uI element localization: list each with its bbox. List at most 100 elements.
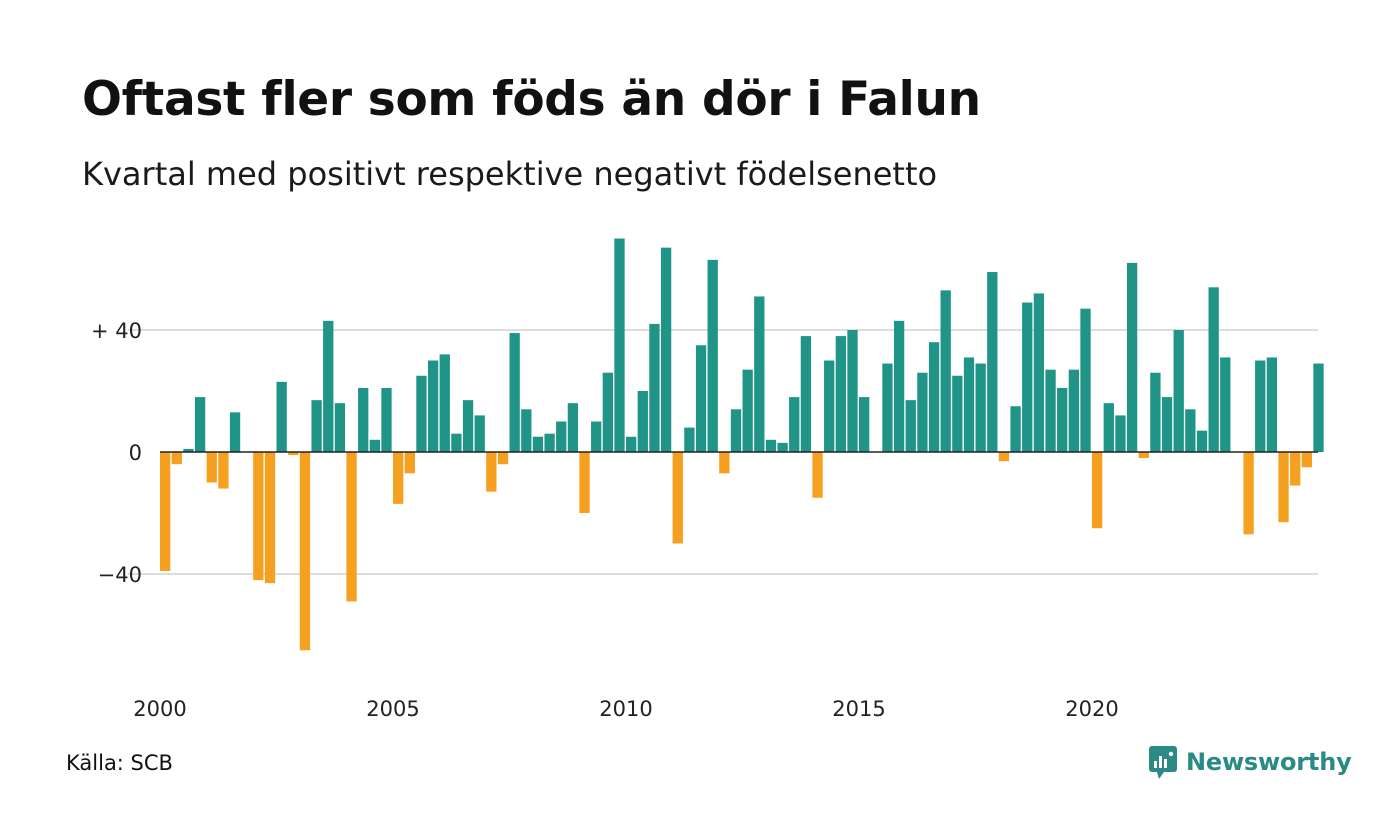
bar [928,342,940,452]
bar [1243,452,1254,535]
bar [218,452,229,489]
bar [171,452,182,465]
bar [381,387,392,452]
bar [789,397,800,452]
bar [742,369,753,452]
bar [532,436,544,452]
bar [1161,397,1173,452]
bar [719,452,730,474]
newsworthy-logo-icon [1149,746,1177,779]
bar [183,448,194,452]
chart-title: Oftast fler som föds än dör i Falun [82,72,981,127]
bar [544,433,555,452]
bar [940,290,951,452]
bar [684,427,695,452]
bar [1022,302,1033,452]
bar [660,247,672,452]
bar [1313,363,1324,452]
bar [917,372,928,452]
bar [1138,452,1149,459]
bar [987,272,998,452]
bar [253,452,264,581]
bar [812,452,823,498]
bar [1301,452,1312,468]
bar [591,421,602,452]
bar [882,363,893,452]
bar [1173,330,1184,452]
bar [346,452,357,602]
bar [1220,357,1231,452]
bar [439,354,450,452]
bar [1126,262,1138,452]
bar [451,433,462,452]
bar [847,330,858,452]
bar [427,360,439,452]
bar [229,412,241,452]
bar [800,336,812,452]
x-tick-label: 2020 [1065,697,1118,721]
bar [1115,415,1126,452]
bar [602,372,613,452]
bar [754,296,765,452]
x-tick-label: 2015 [832,697,885,721]
bar [695,345,707,452]
bar [626,436,637,452]
bar [160,452,171,571]
bar [952,375,963,452]
bar [264,452,276,584]
bar [777,442,788,452]
bar [672,452,683,544]
bar [1103,403,1114,452]
bar [637,391,648,452]
source-note: Källa: SCB [66,751,173,775]
x-tick-label: 2010 [599,697,652,721]
axes: + 40 0 −40 2000 2005 2010 2015 2020 [91,319,1318,721]
bar [323,320,334,452]
bar [1196,430,1208,452]
bar [416,375,427,452]
bar [1150,372,1161,452]
bar [299,452,311,651]
chart-subtitle: Kvartal med positivt respektive negativt… [82,155,938,193]
bar [288,452,299,456]
bar [975,363,986,452]
y-tick-label: 0 [129,441,142,465]
bar [521,409,532,452]
bar [614,238,625,452]
bar [1290,452,1301,486]
bar [859,397,870,452]
bar [835,336,846,452]
bar [707,259,718,452]
bar [1255,360,1266,452]
bar [404,452,415,474]
bar [730,409,742,452]
bars [160,238,1324,651]
bar [1010,406,1021,452]
brand-name: Newsworthy [1186,748,1352,776]
x-tick-label: 2000 [133,697,186,721]
bar [369,439,380,452]
bar [1092,452,1103,529]
y-tick-label: + 40 [91,319,142,343]
bar [474,415,485,452]
bar [824,360,835,452]
bar [194,397,206,452]
bar [509,333,520,452]
bar [765,439,777,452]
bar [334,403,346,452]
bar [998,452,1010,462]
bar [1033,293,1045,452]
bar [1185,409,1196,452]
bar [1266,357,1278,452]
bar [579,452,590,513]
bar [905,400,916,452]
bar [311,400,322,452]
bar [567,403,579,452]
brand-logo: Newsworthy [1148,742,1352,782]
bar [393,452,404,504]
bar [486,452,497,492]
bar [649,323,660,452]
y-tick-label: −40 [98,563,142,587]
bar [206,452,217,483]
bar [1208,287,1219,452]
